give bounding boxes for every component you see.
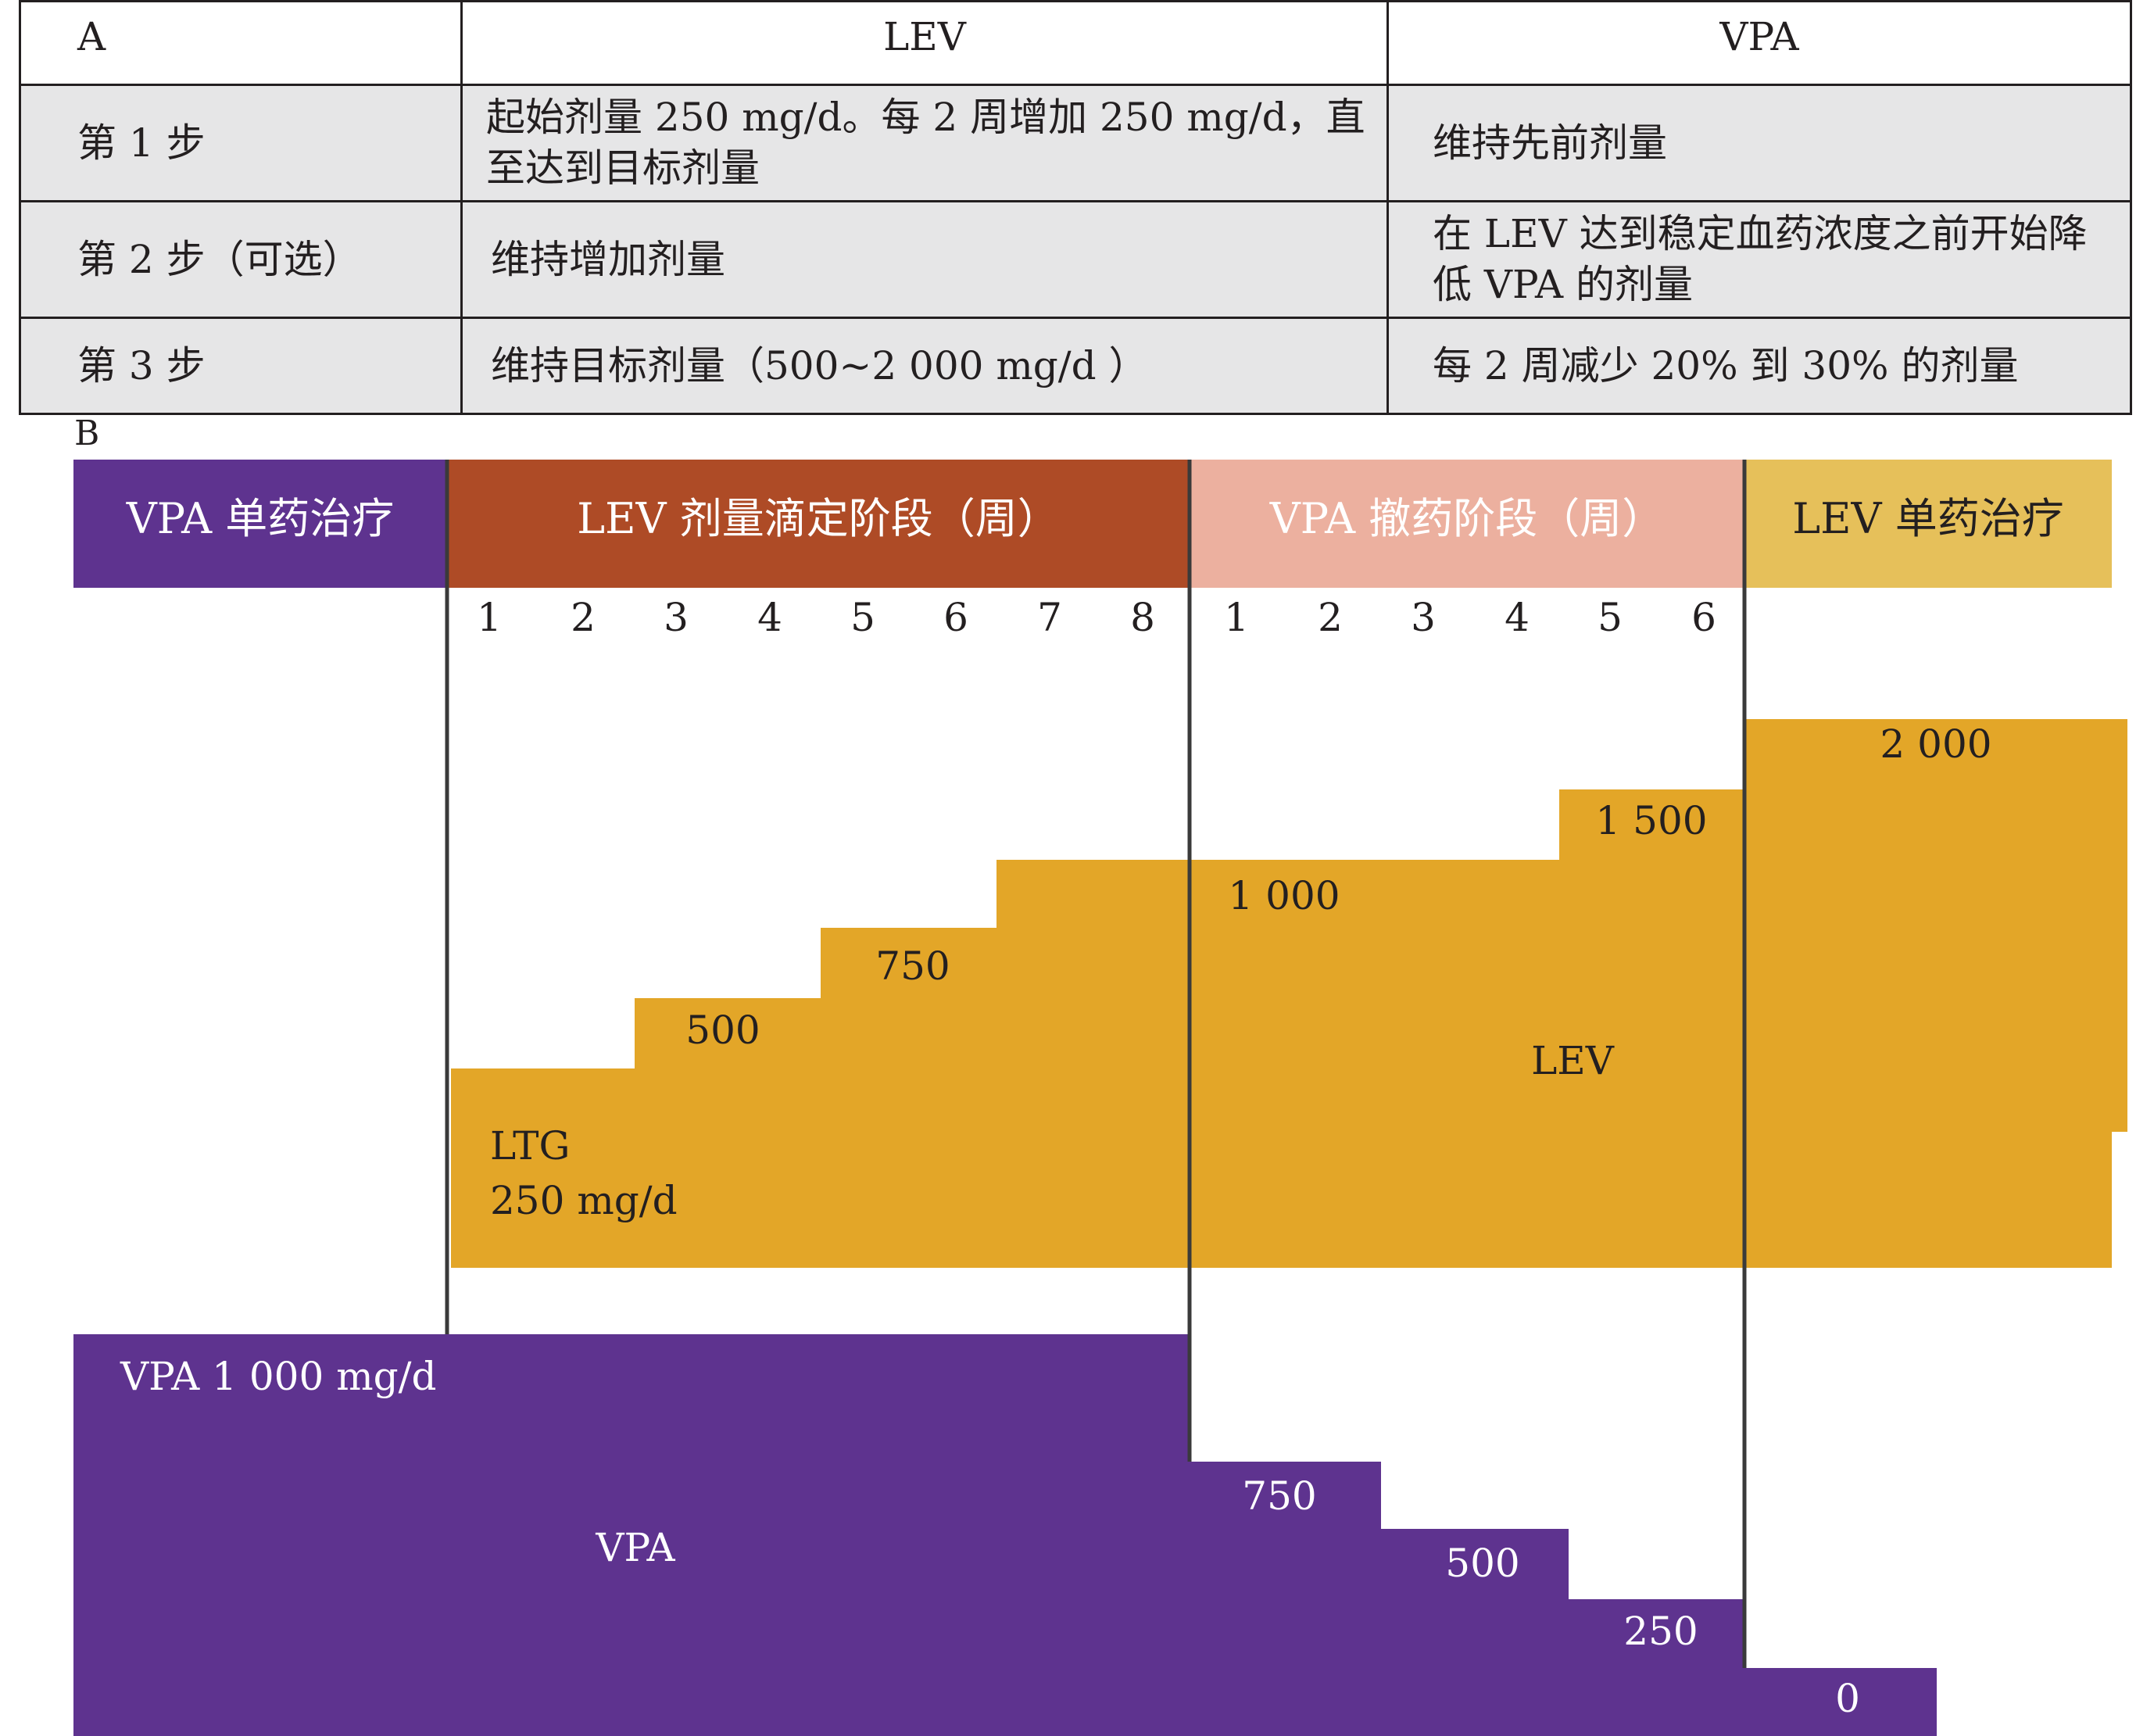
phase-vpa-mono-label: VPA 单药治疗 [126, 494, 395, 543]
phase-lev-mono-bar [1744, 460, 2112, 588]
week-tick: 8 [1130, 595, 1155, 640]
withdrawal-week-ticks: 1 2 3 4 5 6 [1224, 595, 1716, 640]
week-tick: 7 [1037, 595, 1062, 640]
lev-start-drug-label: LTG [490, 1123, 570, 1169]
lev-dose-step-label: 2 000 [1880, 721, 1991, 767]
table-row: 第 3 步 维持目标剂量（500~2 000 mg/d ） 每 2 周减少 20… [19, 317, 2132, 415]
vpa-drug-label: VPA [595, 1525, 675, 1570]
week-tick: 3 [1411, 595, 1436, 640]
week-tick: 3 [664, 595, 689, 640]
vpa-cell: 在 LEV 达到稳定血药浓度之前开始降低 VPA 的剂量 [1387, 200, 2132, 319]
header-vpa: VPA [1387, 0, 2132, 86]
step-cell: 第 2 步（可选） [19, 200, 463, 319]
table-row: 第 2 步（可选） 维持增加剂量 在 LEV 达到稳定血药浓度之前开始降低 VP… [19, 200, 2132, 319]
vpa-start-label: VPA 1 000 mg/d [120, 1354, 436, 1399]
vpa-dose-step-label: 0 [1835, 1676, 1860, 1721]
panel-a-label: A [77, 14, 106, 59]
week-tick: 2 [1318, 595, 1343, 640]
week-tick: 5 [1598, 595, 1623, 640]
lev-dose-step-label: 750 [875, 943, 950, 989]
vpa-dose-area [73, 1334, 1937, 1736]
lev-dose-step-label: 1 000 [1228, 873, 1340, 918]
phase-lev-titration-bar [447, 460, 1190, 588]
week-tick: 2 [571, 595, 596, 640]
week-tick: 1 [1224, 595, 1249, 640]
titration-week-ticks: 1 2 3 4 5 6 7 8 [477, 595, 1155, 640]
dosing-steps-table: A LEV VPA 第 1 步 起始剂量 250 mg/d。每 2 周增加 25… [19, 0, 2132, 415]
lev-dose-step-label: 1 500 [1595, 798, 1707, 843]
lev-start-dose-label: 250 mg/d [490, 1178, 678, 1223]
week-tick: 6 [1691, 595, 1716, 640]
header-lev: LEV [460, 0, 1389, 86]
panel-b-label: B [74, 413, 100, 453]
lev-cell: 维持目标剂量（500~2 000 mg/d ） [460, 317, 1389, 415]
vpa-dose-step-label: 500 [1445, 1541, 1519, 1586]
lev-cell: 维持增加剂量 [460, 200, 1389, 319]
phase-lev-titration-label: LEV 剂量滴定阶段（周） [577, 494, 1059, 543]
vpa-dose-step-label: 250 [1623, 1609, 1698, 1654]
week-tick: 4 [1505, 595, 1530, 640]
week-tick: 6 [943, 595, 968, 640]
phase-vpa-withdrawal-bar [1190, 460, 1744, 588]
lev-dose-step-label: 500 [685, 1008, 760, 1053]
week-tick: 5 [850, 595, 875, 640]
week-tick: 4 [757, 595, 782, 640]
vpa-cell: 每 2 周减少 20% 到 30% 的剂量 [1387, 317, 2132, 415]
step-cell: 第 1 步 [19, 84, 463, 202]
vpa-dose-labels: VPA 1 000 mg/d VPA 750 500 250 0 [120, 1354, 1860, 1721]
phase-lev-mono-label: LEV 单药治疗 [1792, 494, 2063, 543]
week-tick: 1 [477, 595, 502, 640]
vpa-dose-step-label: 750 [1242, 1473, 1316, 1519]
table-header-row: A LEV VPA [19, 0, 2132, 86]
phase-vpa-mono-bar [73, 460, 447, 588]
lev-dose-area [451, 719, 2127, 1268]
lev-cell: 起始剂量 250 mg/d。每 2 周增加 250 mg/d，直至达到目标剂量 [460, 84, 1389, 202]
table-row: 第 1 步 起始剂量 250 mg/d。每 2 周增加 250 mg/d，直至达… [19, 84, 2132, 202]
phase-vpa-withdrawal-label: VPA 撤药阶段（周） [1269, 494, 1665, 543]
step-cell: 第 3 步 [19, 317, 463, 415]
lev-dose-labels: LTG 250 mg/d 500 750 1 000 1 500 2 000 L… [490, 721, 1992, 1223]
header-step: A [19, 0, 463, 86]
vpa-cell: 维持先前剂量 [1387, 84, 2132, 202]
lev-drug-label: LEV [1531, 1038, 1615, 1083]
